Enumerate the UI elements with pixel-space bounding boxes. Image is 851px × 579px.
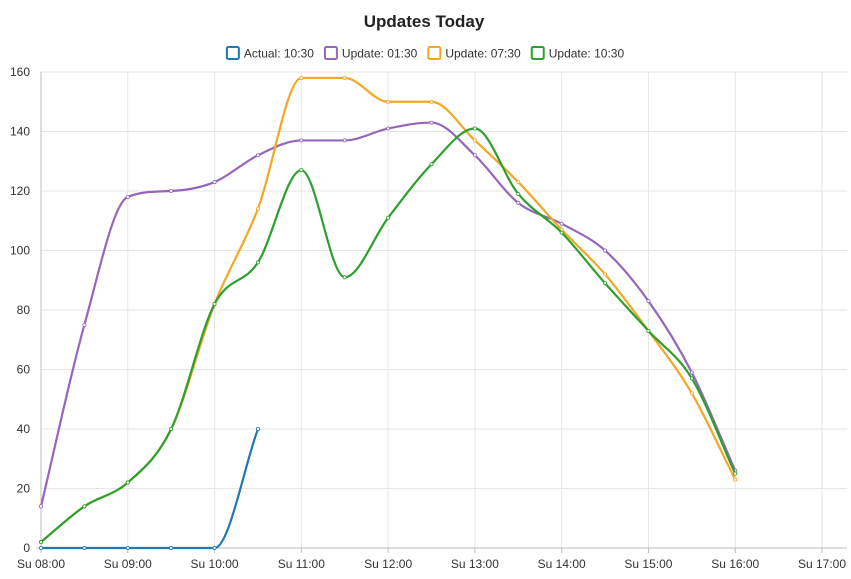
- data-point: [255, 426, 260, 431]
- data-point: [82, 322, 87, 327]
- data-point: [342, 275, 347, 280]
- x-tick-label: Su 17:00: [798, 557, 846, 571]
- y-tick-label: 40: [17, 422, 31, 436]
- data-point: [125, 546, 130, 551]
- y-tick-label: 140: [10, 125, 30, 139]
- data-point: [559, 230, 564, 235]
- data-point: [39, 546, 44, 551]
- y-tick-label: 60: [17, 363, 31, 377]
- data-point: [342, 75, 347, 80]
- axes: [36, 72, 847, 553]
- legend-label: Actual: 10:30: [244, 47, 314, 61]
- y-tick-label: 160: [10, 65, 30, 79]
- data-point: [299, 168, 304, 173]
- legend-item[interactable]: Actual: 10:30: [225, 46, 314, 61]
- data-point: [472, 138, 477, 143]
- series-4: [39, 126, 738, 545]
- x-axis-ticks: Su 08:00 Su 09:00 Su 10:00 Su 11:00 Su 12:00…: [17, 557, 846, 571]
- data-point: [689, 391, 694, 396]
- data-point: [39, 504, 44, 509]
- y-tick-label: 120: [10, 184, 30, 198]
- legend-swatch: [427, 46, 442, 60]
- data-point: [255, 260, 260, 265]
- legend: Actual: 10:30 Update: 01:30 Update: 07:30 U…: [225, 46, 625, 61]
- data-point: [255, 206, 260, 211]
- legend-swatch: [225, 46, 240, 60]
- x-tick-label: Su 15:00: [624, 557, 672, 571]
- data-point: [733, 471, 738, 476]
- data-point: [212, 302, 217, 307]
- grid: [41, 71, 847, 548]
- data-point: [516, 200, 521, 205]
- data-point: [429, 120, 434, 125]
- data-point: [559, 221, 564, 226]
- y-tick-label: 80: [17, 303, 31, 317]
- data-point: [125, 480, 130, 485]
- legend-label: Update: 10:30: [549, 47, 625, 61]
- data-point: [299, 75, 304, 80]
- data-point: [603, 281, 608, 286]
- data-point: [429, 162, 434, 167]
- data-point: [603, 272, 608, 277]
- y-axis-ticks: 0 20 40 60 80 100 120 140 160: [10, 65, 30, 555]
- data-point: [646, 299, 651, 304]
- data-point: [472, 153, 477, 158]
- data-point: [125, 194, 130, 199]
- legend-swatch: [323, 46, 338, 60]
- data-point: [299, 138, 304, 143]
- data-point: [603, 248, 608, 253]
- data-point: [429, 99, 434, 104]
- data-point: [516, 180, 521, 185]
- data-point: [646, 328, 651, 333]
- data-point: [386, 215, 391, 220]
- legend-label: Update: 07:30: [445, 47, 521, 61]
- chart-title: Updates Today: [364, 12, 485, 31]
- x-tick-label: Su 09:00: [104, 557, 152, 571]
- data-point: [82, 546, 87, 551]
- data-point: [169, 188, 174, 193]
- y-tick-label: 0: [23, 541, 30, 555]
- data-point: [212, 546, 217, 551]
- data-point: [472, 126, 477, 131]
- data-point: [82, 504, 87, 509]
- legend-item[interactable]: Update: 10:30: [530, 46, 625, 61]
- legend-item[interactable]: Update: 01:30: [323, 46, 418, 61]
- x-tick-label: Su 13:00: [451, 557, 499, 571]
- y-tick-label: 20: [17, 482, 31, 496]
- legend-label: Update: 01:30: [342, 47, 418, 61]
- data-point: [733, 477, 738, 482]
- data-point: [689, 370, 694, 375]
- data-point: [342, 138, 347, 143]
- x-tick-label: Su 10:00: [191, 557, 239, 571]
- data-point: [689, 376, 694, 381]
- x-tick-label: Su 12:00: [364, 557, 412, 571]
- y-tick-label: 100: [10, 244, 30, 258]
- legend-swatch: [530, 46, 545, 60]
- data-point: [39, 540, 44, 545]
- series-2: [39, 120, 738, 509]
- series-group: [39, 75, 738, 551]
- data-point: [212, 180, 217, 185]
- data-point: [516, 191, 521, 196]
- data-point: [386, 99, 391, 104]
- x-tick-label: Su 08:00: [17, 557, 65, 571]
- data-point: [169, 546, 174, 551]
- data-point: [255, 153, 260, 158]
- legend-item[interactable]: Update: 07:30: [427, 46, 521, 61]
- x-tick-label: Su 11:00: [278, 557, 325, 571]
- data-point: [169, 426, 174, 431]
- series-1: [39, 426, 260, 551]
- x-tick-label: Su 16:00: [711, 557, 759, 571]
- data-point: [386, 126, 391, 131]
- x-tick-label: Su 14:00: [538, 557, 586, 571]
